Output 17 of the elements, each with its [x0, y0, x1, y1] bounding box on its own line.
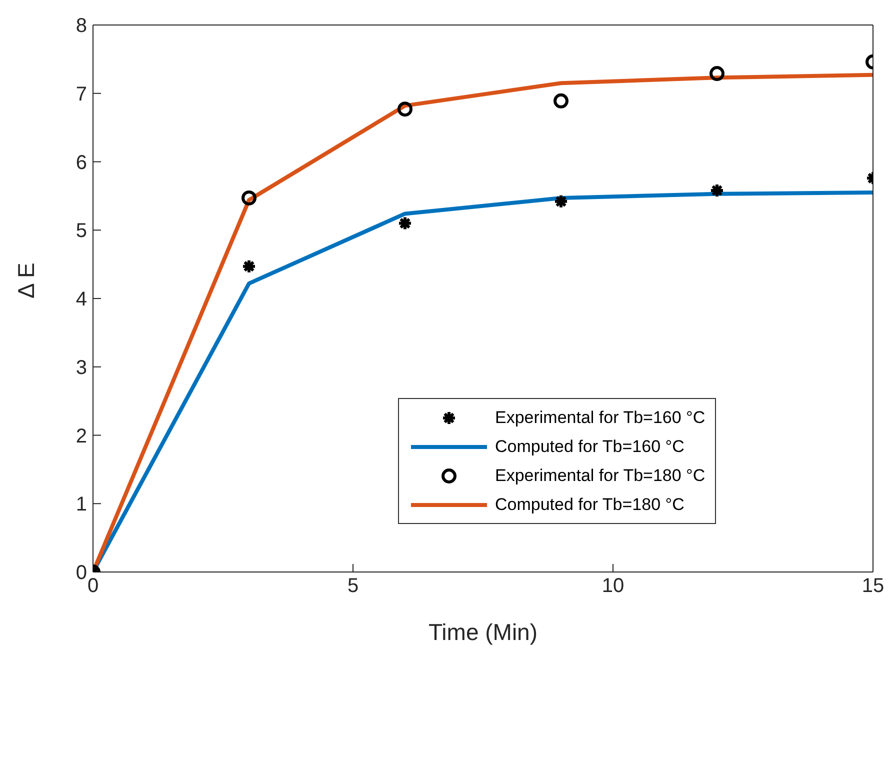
x-axis-title: Time (Min)	[428, 619, 538, 645]
legend-label: Experimental for Tb=180 °C	[495, 466, 706, 486]
y-tick-label: 6	[76, 152, 87, 174]
y-axis-title: Δ E	[13, 262, 40, 298]
x-tick-label: 15	[862, 575, 884, 598]
y-tick-label: 5	[76, 220, 87, 242]
y-tick-label: 2	[76, 425, 87, 448]
y-tick-label: 4	[76, 288, 87, 311]
x-tick-label: 5	[347, 575, 359, 598]
legend-label: Computed for Tb=180 °C	[495, 494, 684, 514]
legend-label: Computed for Tb=160 °C	[495, 436, 684, 456]
legend-label: Experimental for Tb=160 °C	[495, 408, 706, 428]
y-tick-label: 7	[76, 83, 87, 106]
y-tick-label: 1	[76, 494, 87, 516]
x-tick-label: 10	[602, 575, 624, 598]
y-tick-label: 8	[76, 15, 87, 38]
y-tick-label: 3	[76, 356, 87, 379]
